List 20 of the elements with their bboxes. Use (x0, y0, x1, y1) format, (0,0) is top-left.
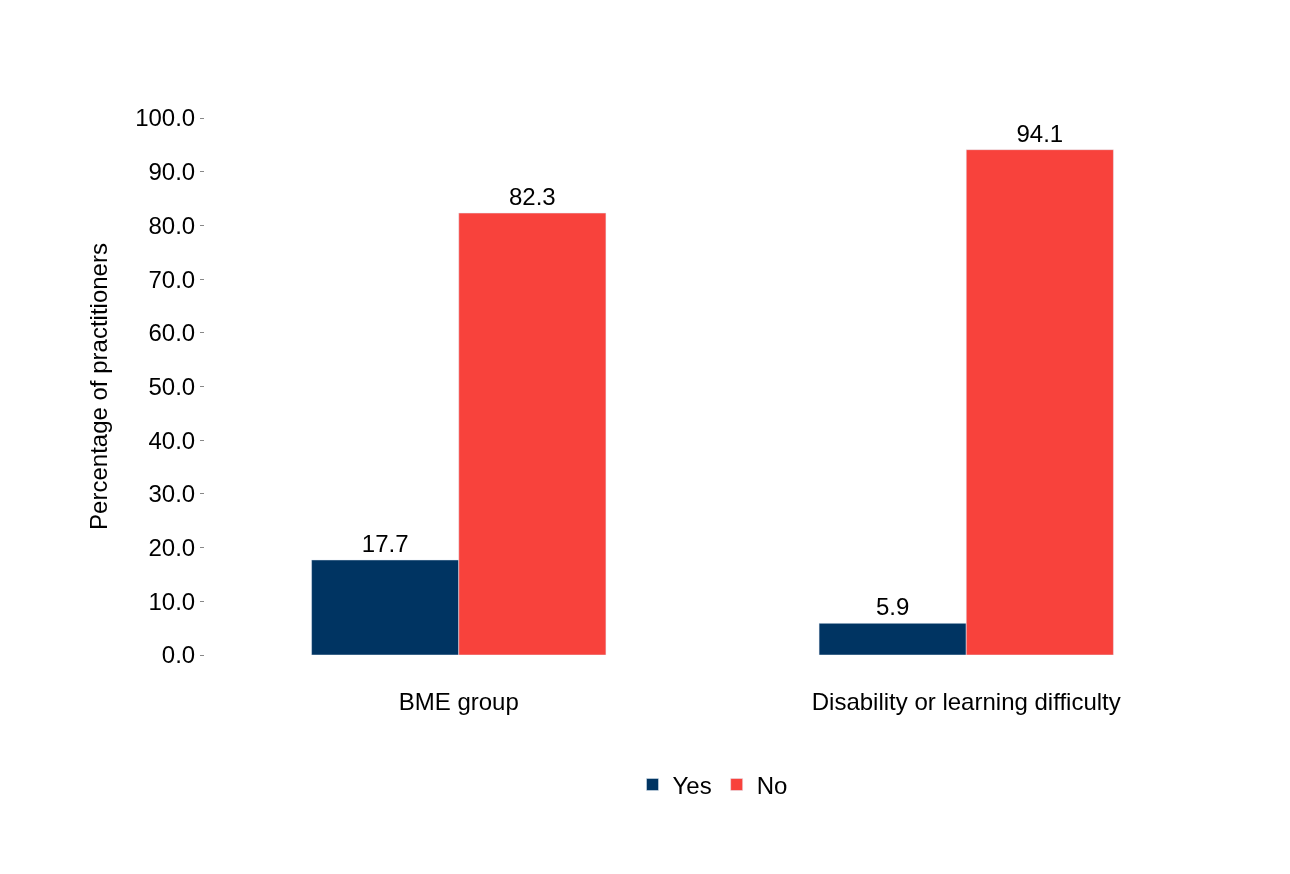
y-axis-title: Percentage of practitioners (85, 243, 113, 530)
y-tick-label: 90.0 (148, 158, 196, 186)
y-tick-label: 70.0 (148, 265, 196, 293)
legend-label: Yes (672, 771, 712, 799)
data-label: 5.9 (875, 593, 910, 621)
y-tick-label: 80.0 (148, 211, 196, 239)
y-tick-label: 60.0 (148, 319, 196, 347)
legend-label: No (756, 771, 788, 799)
x-tick-label: BME group (398, 688, 519, 715)
data-label: 17.7 (361, 529, 409, 557)
y-tick-label: 10.0 (148, 587, 196, 615)
data-label: 94.1 (1016, 119, 1064, 147)
x-tick-label: Disability or learning difficulty (811, 688, 1121, 715)
y-tick-label: 30.0 (148, 480, 196, 508)
y-tick-label: 0.0 (161, 641, 196, 669)
data-label: 82.3 (508, 183, 556, 211)
y-tick-label: 20.0 (148, 534, 196, 561)
y-tick-label: 40.0 (148, 426, 196, 454)
y-tick-label: 100.0 (135, 104, 196, 132)
y-tick-label: 50.0 (148, 372, 196, 400)
